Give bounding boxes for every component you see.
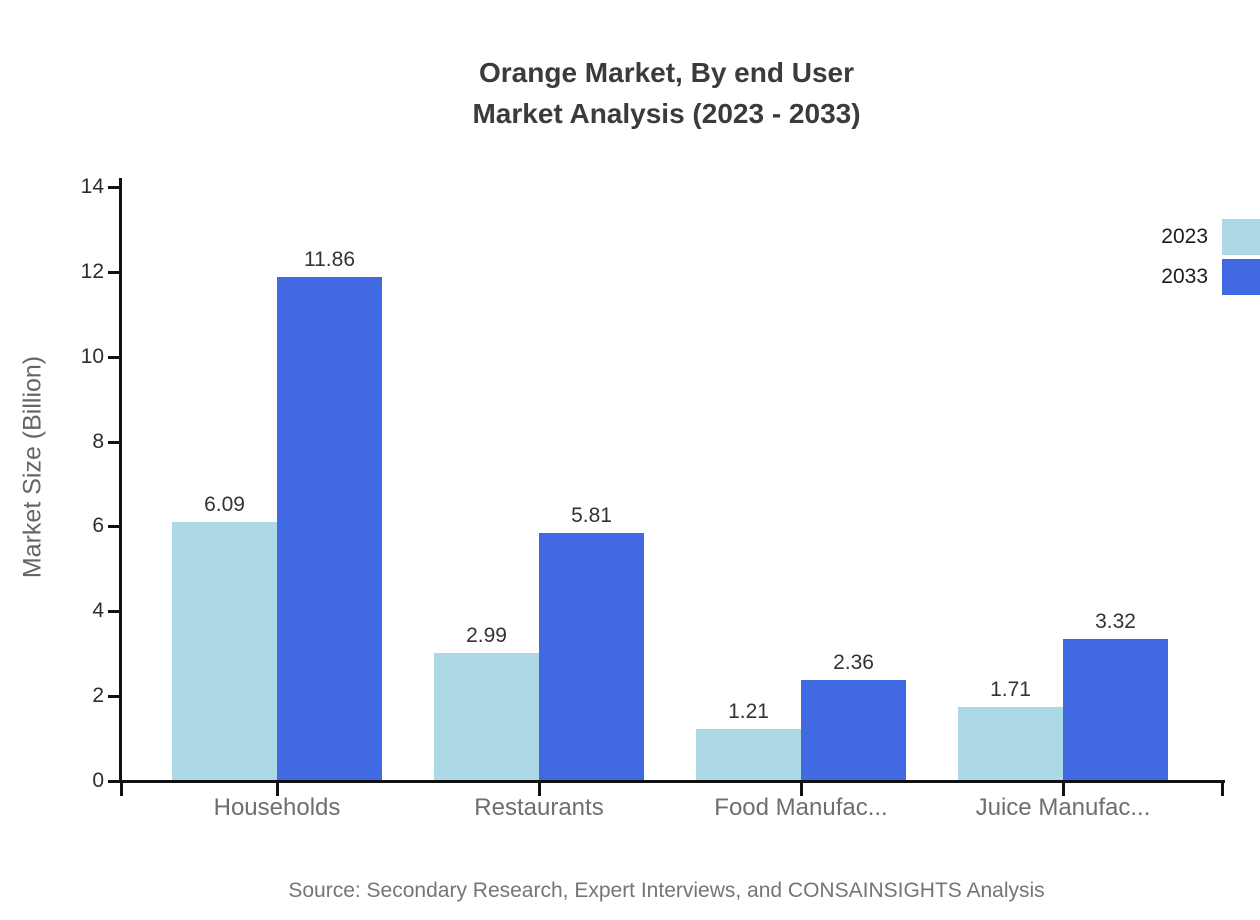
value-label: 6.09 xyxy=(204,493,245,516)
value-label: 1.71 xyxy=(990,678,1031,701)
y-tick xyxy=(108,271,120,274)
legend-label: 2023 xyxy=(1161,225,1208,248)
chart-title: Orange Market, By end User Market Analys… xyxy=(110,52,1223,134)
value-label: 3.32 xyxy=(1095,610,1136,633)
source-attribution: Source: Secondary Research, Expert Inter… xyxy=(288,879,1045,902)
value-label: 2.99 xyxy=(466,624,507,647)
y-tick xyxy=(108,610,120,613)
legend-item[interactable]: 2023 xyxy=(1161,219,1260,255)
y-tick-label: 0 xyxy=(92,769,104,792)
y-tick-label: 10 xyxy=(80,345,104,368)
chart-title-line1: Orange Market, By end User xyxy=(478,57,855,88)
x-tick xyxy=(1221,783,1224,796)
x-tick xyxy=(1062,783,1065,796)
bar[interactable] xyxy=(277,277,382,780)
value-label: 11.86 xyxy=(304,248,355,271)
y-tick xyxy=(108,186,120,189)
y-tick-label: 8 xyxy=(92,430,104,453)
category-label: Juice Manufac... xyxy=(975,794,1151,821)
x-tick xyxy=(800,783,803,796)
legend-swatch xyxy=(1222,259,1260,295)
bar[interactable] xyxy=(539,533,644,780)
bar[interactable] xyxy=(958,707,1063,780)
bar[interactable] xyxy=(696,729,801,780)
value-label: 2.36 xyxy=(833,651,874,674)
y-tick-label: 4 xyxy=(92,599,104,622)
y-tick-label: 2 xyxy=(92,684,104,707)
value-label: 5.81 xyxy=(571,504,612,527)
y-tick-label: 6 xyxy=(92,514,104,537)
category-label: Households xyxy=(213,794,341,821)
y-axis-line xyxy=(119,178,122,783)
bar[interactable] xyxy=(1063,639,1168,780)
legend-item[interactable]: 2033 xyxy=(1161,259,1260,295)
category-label: Restaurants xyxy=(474,794,604,821)
x-tick xyxy=(120,783,123,796)
bar[interactable] xyxy=(801,680,906,780)
x-tick xyxy=(276,783,279,796)
bar[interactable] xyxy=(434,653,539,780)
legend-swatch xyxy=(1222,219,1260,255)
bar[interactable] xyxy=(172,522,277,780)
category-label: Food Manufac... xyxy=(714,794,888,821)
value-label: 1.21 xyxy=(728,700,769,723)
legend: 2023 2033 xyxy=(1161,219,1260,295)
y-tick xyxy=(108,525,120,528)
y-tick-label: 12 xyxy=(80,260,104,283)
y-tick xyxy=(108,356,120,359)
y-tick-label: 14 xyxy=(80,175,104,198)
x-axis-line xyxy=(119,780,1225,783)
y-tick xyxy=(108,780,120,783)
y-tick xyxy=(108,695,120,698)
chart-title-line2: Market Analysis (2023 - 2033) xyxy=(472,98,861,129)
x-tick xyxy=(538,783,541,796)
legend-label: 2033 xyxy=(1161,265,1208,288)
y-tick xyxy=(108,441,120,444)
